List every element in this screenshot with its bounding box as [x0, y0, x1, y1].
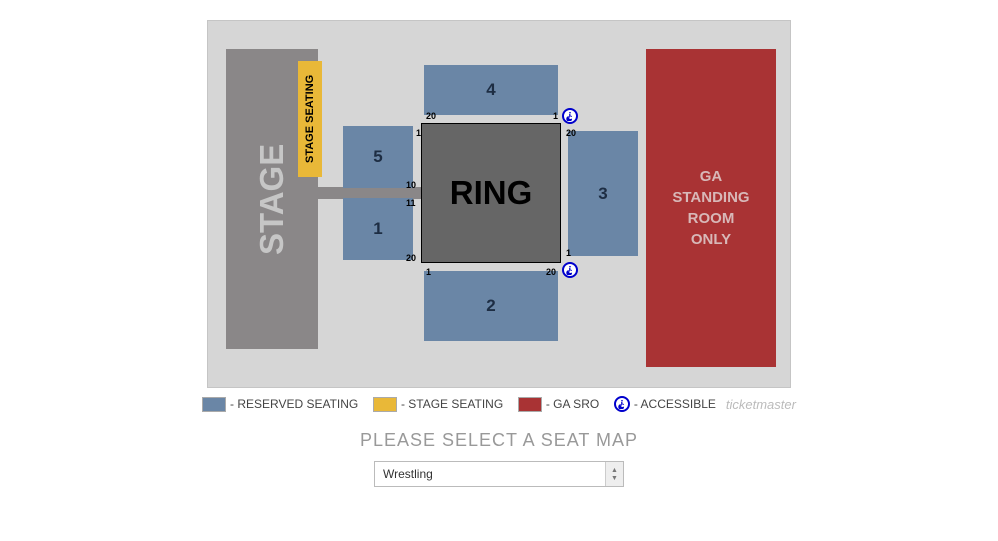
legend: - RESERVED SEATING - STAGE SEATING - GA … — [0, 396, 998, 412]
row-number: 20 — [426, 111, 436, 121]
legend-swatch-ga — [518, 397, 542, 412]
ticketmaster-logo: ticketmaster — [726, 397, 796, 412]
row-number: 1 — [426, 267, 431, 277]
section-sec1[interactable]: 1 — [343, 198, 413, 260]
seat-map-selector[interactable]: Wrestling ▲▼ — [374, 461, 624, 487]
section-ga[interactable]: GASTANDINGROOMONLY — [646, 49, 776, 367]
row-number: 20 — [566, 128, 576, 138]
row-number: 1 — [416, 128, 421, 138]
section-ring: RING — [421, 123, 561, 263]
section-stage_seating[interactable]: STAGE SEATING — [298, 61, 322, 177]
legend-label-ga: - GA SRO — [546, 397, 599, 411]
legend-label-accessible: - ACCESSIBLE — [634, 397, 716, 411]
row-number: 1 — [553, 111, 558, 121]
section-sec3[interactable]: 3 — [568, 131, 638, 256]
section-sec2[interactable]: 2 — [424, 271, 558, 341]
row-number: 11 — [406, 198, 416, 208]
legend-swatch-reserved — [202, 397, 226, 412]
seat-map: STAGESTAGE SEATINGRING51423GASTANDINGROO… — [207, 20, 791, 388]
row-number: 10 — [406, 180, 416, 190]
row-number: 20 — [546, 267, 556, 277]
section-sec4[interactable]: 4 — [424, 65, 558, 115]
row-number: 20 — [406, 253, 416, 263]
accessible-icon — [562, 262, 578, 278]
row-number: 1 — [566, 248, 571, 258]
seat-map-selector-value: Wrestling — [375, 467, 605, 481]
prompt-text: PLEASE SELECT A SEAT MAP — [0, 430, 998, 451]
legend-label-reserved: - RESERVED SEATING — [230, 397, 358, 411]
selector-stepper-icon: ▲▼ — [605, 462, 623, 486]
accessible-icon — [614, 396, 630, 412]
legend-swatch-stage-seating — [373, 397, 397, 412]
accessible-icon — [562, 108, 578, 124]
section-sec5[interactable]: 5 — [343, 126, 413, 188]
legend-label-stage-seating: - STAGE SEATING — [401, 397, 503, 411]
